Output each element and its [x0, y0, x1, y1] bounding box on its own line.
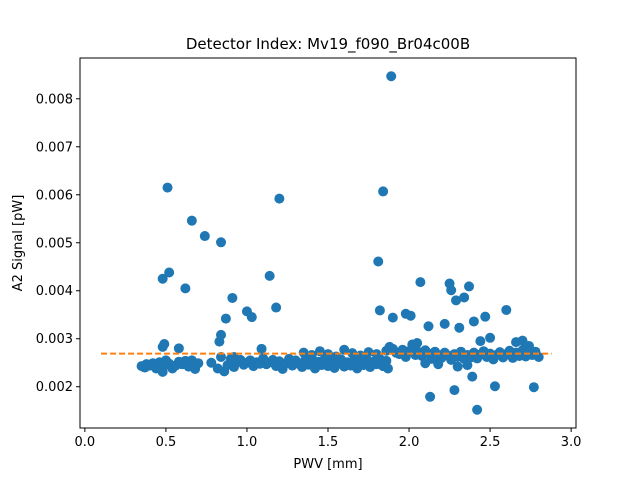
data-point: [180, 283, 191, 294]
data-point: [382, 363, 393, 374]
x-tick-label: 0.0: [75, 435, 96, 450]
x-tick-label: 1.0: [237, 435, 258, 450]
data-point: [446, 285, 457, 296]
data-point: [347, 348, 358, 359]
data-point: [164, 267, 175, 278]
x-axis-label: PWV [mm]: [293, 457, 362, 472]
data-point: [405, 310, 416, 321]
data-point: [173, 343, 184, 354]
data-points: [136, 71, 544, 415]
data-point: [306, 350, 317, 361]
data-point: [220, 313, 231, 324]
data-point: [425, 391, 436, 402]
data-point: [206, 357, 217, 368]
data-point: [256, 343, 267, 354]
y-axis-label: A2 Signal [pW]: [11, 195, 26, 292]
data-point: [227, 292, 238, 303]
data-point: [386, 71, 397, 82]
data-point: [193, 358, 204, 369]
x-axis-ticks: 0.0 0.5 1.0 1.5 2.0 2.5 3.0: [75, 428, 582, 450]
data-point: [452, 361, 463, 372]
data-point: [374, 305, 385, 316]
data-point: [159, 339, 170, 350]
data-point: [449, 385, 460, 396]
data-point: [462, 360, 473, 371]
data-point: [485, 332, 496, 343]
data-point: [412, 338, 423, 349]
data-point: [472, 404, 483, 415]
data-point: [216, 237, 227, 248]
y-tick-label: 0.004: [36, 284, 73, 299]
data-point: [381, 355, 392, 366]
data-point: [489, 381, 500, 392]
data-point: [423, 321, 434, 332]
data-point: [439, 318, 450, 329]
y-tick-label: 0.006: [36, 188, 73, 203]
data-point: [216, 329, 227, 340]
data-point: [459, 292, 470, 303]
data-point: [339, 344, 350, 355]
chart-title: Detector Index: Mv19_f090_Br04c00B: [186, 35, 470, 54]
data-point: [373, 256, 384, 267]
data-point: [501, 304, 512, 315]
data-point: [264, 270, 275, 281]
y-tick-label: 0.002: [36, 380, 73, 395]
x-tick-label: 0.5: [156, 435, 177, 450]
data-point: [157, 273, 168, 284]
data-point: [274, 193, 285, 204]
data-point: [451, 295, 462, 306]
data-point: [387, 312, 398, 323]
y-axis-ticks: 0.002 0.003 0.004 0.005 0.006 0.007 0.008: [36, 92, 80, 395]
data-point: [467, 371, 478, 382]
data-point: [415, 277, 426, 288]
data-point: [246, 312, 257, 323]
data-point: [271, 302, 282, 313]
data-point: [475, 336, 486, 347]
data-point: [363, 347, 374, 358]
data-point: [378, 186, 389, 197]
x-tick-label: 2.5: [480, 435, 501, 450]
y-tick-label: 0.005: [36, 236, 73, 251]
data-point: [464, 281, 475, 292]
data-point: [433, 359, 444, 370]
data-point: [454, 322, 465, 333]
plot-frame: [79, 57, 577, 429]
data-point: [523, 340, 534, 351]
y-tick-label: 0.003: [36, 332, 73, 347]
data-point: [199, 231, 210, 242]
y-tick-label: 0.007: [36, 140, 73, 155]
x-tick-label: 3.0: [561, 435, 582, 450]
y-tick-label: 0.008: [36, 92, 73, 107]
x-tick-label: 2.0: [399, 435, 420, 450]
data-point: [186, 215, 197, 226]
data-point: [480, 311, 491, 322]
data-point: [420, 358, 431, 369]
data-point: [162, 182, 173, 193]
data-point: [528, 382, 539, 393]
x-tick-label: 1.5: [318, 435, 339, 450]
data-point: [468, 316, 479, 327]
